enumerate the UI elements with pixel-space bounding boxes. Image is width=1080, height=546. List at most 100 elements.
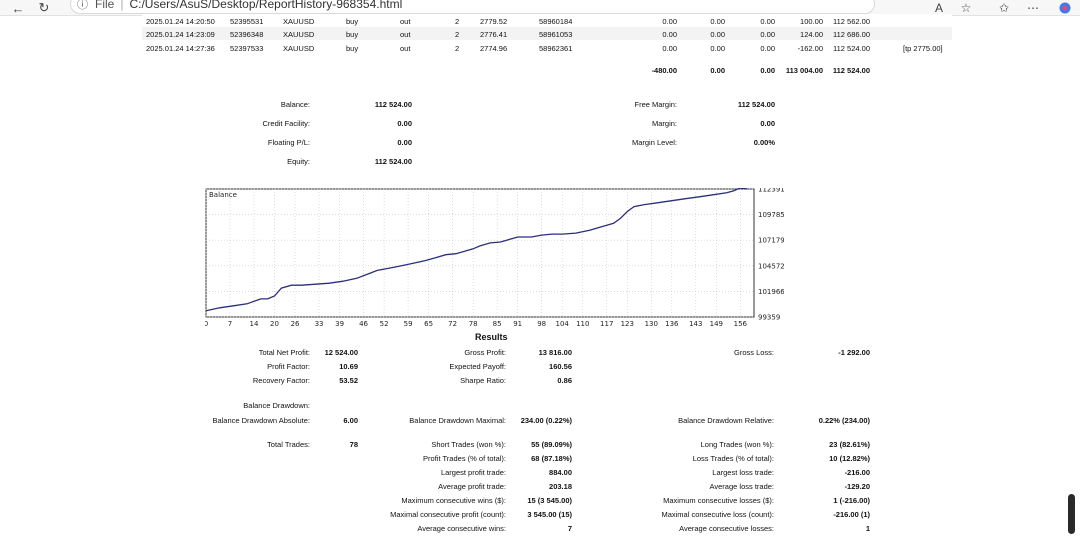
trade-fee: 0.00 — [710, 30, 725, 39]
results-title: Results — [475, 332, 508, 342]
avg-loss-value: -129.20 — [844, 482, 870, 491]
trade-symbol: XAUUSD — [283, 30, 315, 39]
largest-profit-value: 884.00 — [549, 468, 572, 477]
trade-order: 58960184 — [539, 17, 573, 26]
total-trades-label: Total Trades: — [267, 440, 310, 449]
trade-swap: 0.00 — [760, 30, 775, 39]
back-icon[interactable]: ← — [11, 0, 25, 16]
dd-relative-label: Balance Drawdown Relative: — [678, 416, 774, 425]
dd-absolute-value: 6.00 — [343, 416, 358, 425]
trade-price: 2779.52 — [480, 17, 508, 26]
scrollbar-thumb[interactable] — [1068, 494, 1075, 534]
trade-price: 2774.96 — [480, 44, 508, 53]
chart-x-tick-label: 136 — [665, 320, 679, 328]
max-cons-wins-label: Maximum consecutive wins ($): — [401, 496, 506, 505]
credit-label: Credit Facility: — [262, 119, 310, 128]
url-text: C:/Users/AsuS/Desktop/ReportHistory-9683… — [129, 0, 403, 11]
floating-value: 0.00 — [397, 138, 412, 147]
long-trades-label: Long Trades (won %): — [700, 440, 774, 449]
total-commission: -480.00 — [651, 66, 677, 75]
gross-loss-label: Gross Loss: — [733, 348, 774, 357]
dd-relative-value: 0.22% (234.00) — [818, 416, 870, 425]
total-swap: 0.00 — [760, 66, 775, 75]
dd-maximal-label: Balance Drawdown Maximal: — [409, 416, 506, 425]
dd-absolute-label: Balance Drawdown Absolute: — [212, 416, 310, 425]
chart-y-tick-label: 101966 — [758, 288, 784, 296]
chart-x-tick-label: 59 — [404, 320, 413, 328]
chart-x-tick-label: 65 — [424, 320, 433, 328]
chart-x-tick-label: 33 — [315, 320, 324, 328]
equity-value: 112 524.00 — [374, 157, 412, 166]
file-label: File — [95, 0, 115, 11]
favorite-star-icon[interactable]: ☆ — [960, 1, 972, 15]
table-row — [142, 27, 952, 40]
trade-order: 58961053 — [539, 30, 573, 39]
chart-x-tick-label: 143 — [689, 320, 702, 328]
chart-x-tick-label: 110 — [576, 320, 589, 328]
gross-loss-value: -1 292.00 — [838, 348, 870, 357]
chart-x-tick-label: 98 — [537, 320, 546, 328]
report-content: 2025.01.24 14:20:50 52395531 XAUUSD buy … — [0, 14, 1060, 546]
net-profit-label: Total Net Profit: — [258, 348, 310, 357]
gross-profit-label: Gross Profit: — [464, 348, 506, 357]
avg-cons-losses-label: Average consecutive losses: — [679, 524, 774, 533]
balance-chart-svg: Balance 0 7 14 20 26 33 39 46 52 59 65 72 78 85 91 98 104… — [204, 186, 786, 329]
address-bar[interactable]: ⓘ File | C:/Users/AsuS/Desktop/ReportHis… — [70, 0, 875, 14]
favorites-icon[interactable]: ✩ — [998, 1, 1010, 15]
long-trades-value: 23 (82.61%) — [829, 440, 870, 449]
chart-x-tick-label: 26 — [291, 320, 300, 328]
copilot-icon[interactable] — [1056, 0, 1074, 16]
trade-profit: -162.00 — [797, 44, 823, 53]
chart-x-tick-label: 85 — [493, 320, 502, 328]
chart-x-tick-label: 52 — [380, 320, 389, 328]
trade-balance: 112 686.00 — [833, 30, 870, 39]
short-trades-value: 55 (89.09%) — [531, 440, 572, 449]
expected-payoff-label: Expected Payoff: — [449, 362, 506, 371]
sharpe-value: 0.86 — [557, 376, 572, 385]
avg-cons-wins-label: Average consecutive wins: — [417, 524, 506, 533]
trade-commission: 0.00 — [662, 17, 677, 26]
avg-profit-value: 203.18 — [549, 482, 572, 491]
trade-type: buy — [346, 30, 359, 39]
reload-icon[interactable]: ↻ — [38, 0, 50, 15]
chart-x-tick-label: 91 — [513, 320, 522, 328]
trade-fee: 0.00 — [710, 44, 725, 53]
chart-y-tick-label: 109785 — [758, 211, 784, 219]
recovery-factor-label: Recovery Factor: — [252, 376, 310, 385]
more-menu-icon[interactable]: ⋯ — [1027, 1, 1039, 15]
read-aloud-icon[interactable]: A — [934, 1, 943, 15]
maximal-cons-loss-value: -216.00 (1) — [833, 510, 870, 519]
short-trades-label: Short Trades (won %): — [431, 440, 506, 449]
chart-y-tick-label: 107179 — [758, 237, 784, 245]
trade-type: buy — [346, 17, 359, 26]
largest-profit-label: Largest profit trade: — [440, 468, 506, 477]
trade-balance: 112 524.00 — [833, 44, 870, 53]
chart-x-tick-label: 7 — [228, 320, 232, 328]
max-cons-losses-label: Maximum consecutive losses ($): — [663, 496, 774, 505]
loss-trades-value: 10 (12.82%) — [829, 454, 870, 463]
trade-direction: out — [400, 30, 411, 39]
trade-deal: 52397533 — [230, 44, 264, 53]
profit-factor-label: Profit Factor: — [267, 362, 310, 371]
avg-loss-label: Average loss trade: — [709, 482, 774, 491]
total-balance: 112 524.00 — [832, 66, 870, 75]
trade-profit: 124.00 — [800, 30, 823, 39]
largest-loss-value: -216.00 — [844, 468, 870, 477]
trade-order: 58962361 — [539, 44, 573, 53]
trade-fee: 0.00 — [710, 17, 725, 26]
avg-cons-losses-value: 1 — [865, 524, 870, 533]
info-icon: ⓘ — [77, 0, 88, 11]
scrollbar[interactable] — [1060, 16, 1080, 546]
chart-x-tick-label: 39 — [335, 320, 344, 328]
trade-type: buy — [346, 44, 359, 53]
margin-label: Margin: — [651, 119, 677, 128]
maximal-cons-loss-label: Maximal consecutive loss (count): — [661, 510, 774, 519]
balance-label: Balance: — [280, 100, 310, 109]
chart-x-tick-label: 72 — [448, 320, 457, 328]
trade-time: 2025.01.24 14:27:36 — [146, 44, 215, 53]
chart-y-tick-label: 104572 — [758, 262, 784, 270]
trade-volume: 2 — [455, 44, 460, 53]
max-cons-losses-value: 1 (-216.00) — [833, 496, 870, 505]
trade-volume: 2 — [455, 17, 460, 26]
chart-x-tick-label: 104 — [556, 320, 570, 328]
